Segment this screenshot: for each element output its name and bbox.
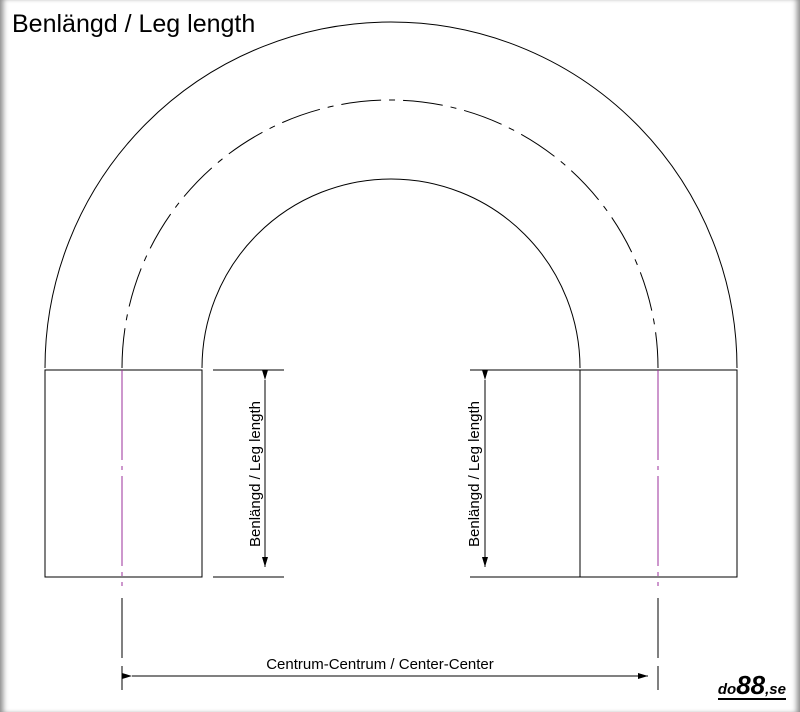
- inner-arc: [201, 178, 581, 369]
- leg-length-label-right: Benlängd / Leg length: [466, 401, 483, 547]
- leg-length-label-left: Benlängd / Leg length: [247, 401, 264, 547]
- left-leg: [44, 369, 203, 578]
- centerline-arc: [121, 99, 659, 369]
- do88-logo: do88,se: [717, 670, 786, 700]
- diagram-title: Benlängd / Leg length: [12, 10, 256, 38]
- outer-arc: [44, 21, 738, 369]
- center-center-label: Centrum-Centrum / Center-Center: [266, 656, 494, 673]
